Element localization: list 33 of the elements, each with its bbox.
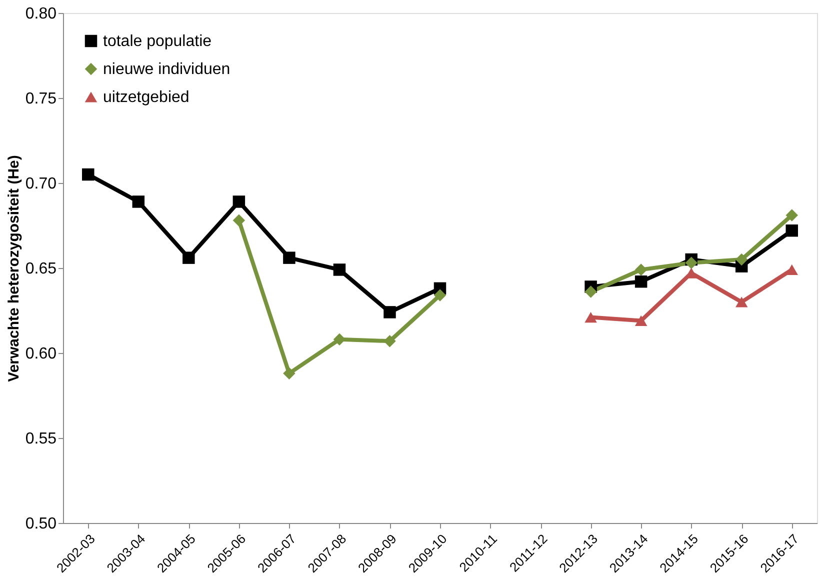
point [232,214,246,227]
point [384,334,396,348]
y-tick-label: 0.75 [25,90,57,108]
point [182,252,195,264]
point [384,306,396,318]
point [283,367,296,380]
point [584,312,597,323]
legend-label: nieuwe individuen [103,61,230,78]
y-tick-label: 0.80 [25,6,57,22]
y-tick-label: 0.65 [25,260,57,278]
legend-label: totale populatie [103,33,212,50]
point [735,253,748,266]
y-tick-label: 0.55 [25,430,57,448]
legend-label: uitzetgebied [103,89,190,106]
point [786,264,798,276]
y-tick-label: 0.60 [25,346,57,362]
point [786,224,798,237]
point [634,275,648,288]
point [786,209,798,222]
point [634,315,648,326]
point [634,264,648,276]
y-axis-title: Verwachte heterozygositeit (He) [5,155,22,382]
point [283,252,296,264]
y-tick-label: 0.50 [25,516,57,532]
y-tick-label: 0.70 [25,176,57,192]
point [584,286,597,298]
point [685,256,698,270]
point [333,264,346,276]
point [132,196,145,208]
point [434,289,446,302]
point [232,196,246,208]
point [82,168,94,181]
point [735,296,748,308]
